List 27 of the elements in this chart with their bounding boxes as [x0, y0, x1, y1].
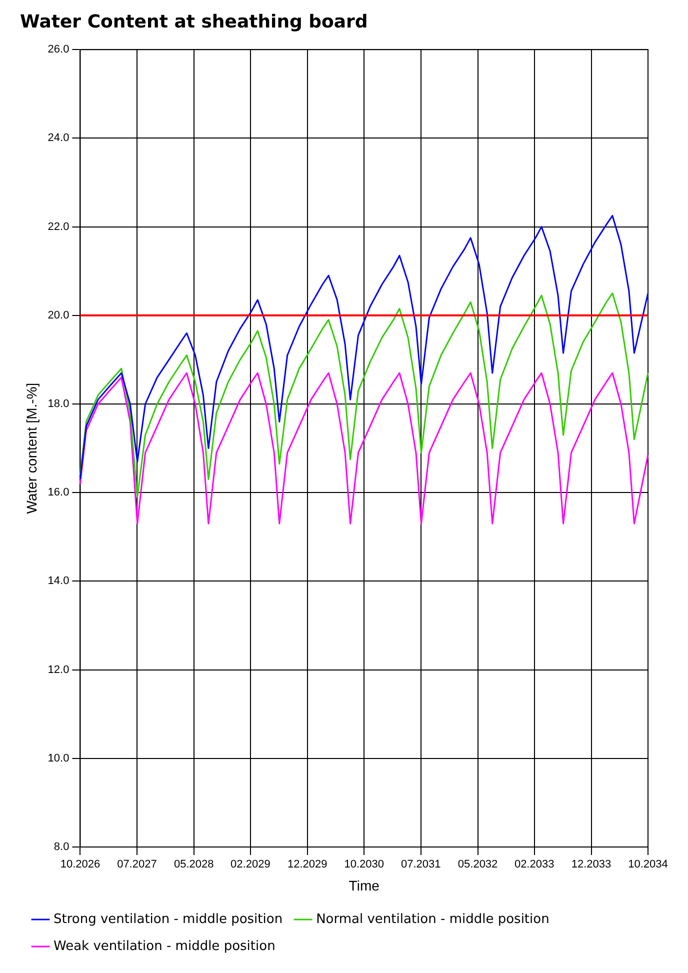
- x-tick-label: 10.2030: [344, 858, 384, 871]
- y-tick-label: 24.0: [48, 132, 70, 144]
- y-tick-label: 16.0: [48, 486, 70, 499]
- y-tick-label: 10.0: [48, 752, 70, 764]
- x-tick-label: 02.2029: [230, 858, 270, 871]
- x-tick-label: 10.2026: [60, 858, 100, 871]
- legend-label: Strong ventilation - middle position: [54, 912, 283, 927]
- y-tick-label: 12.0: [48, 664, 70, 676]
- chart-title: Water Content at sheathing board: [20, 11, 368, 32]
- y-tick-label: 22.0: [48, 220, 70, 233]
- y-tick-label: 20.0: [48, 309, 70, 322]
- x-tick-label: 07.2027: [117, 858, 157, 871]
- x-tick-label: 07.2031: [400, 858, 441, 871]
- y-tick-label: 18.0: [48, 398, 70, 410]
- y-tick-label: 14.0: [48, 575, 70, 588]
- x-tick-label: 12.2033: [571, 858, 612, 871]
- x-tick-label: 02.2033: [514, 858, 554, 871]
- x-tick-label: 05.2028: [174, 858, 214, 871]
- x-tick-label: 10.2034: [628, 858, 668, 871]
- x-tick-label: 12.2029: [287, 858, 328, 871]
- x-tick-label: 05.2032: [458, 858, 498, 871]
- legend-label: Weak ventilation - middle position: [54, 938, 276, 954]
- y-axis-title: Water content [M.-%]: [23, 382, 40, 514]
- x-axis-title: Time: [348, 877, 380, 894]
- y-tick-label: 26.0: [48, 44, 70, 56]
- legend-label: Normal ventilation - middle position: [316, 912, 550, 927]
- y-tick-label: 8.0: [54, 841, 70, 854]
